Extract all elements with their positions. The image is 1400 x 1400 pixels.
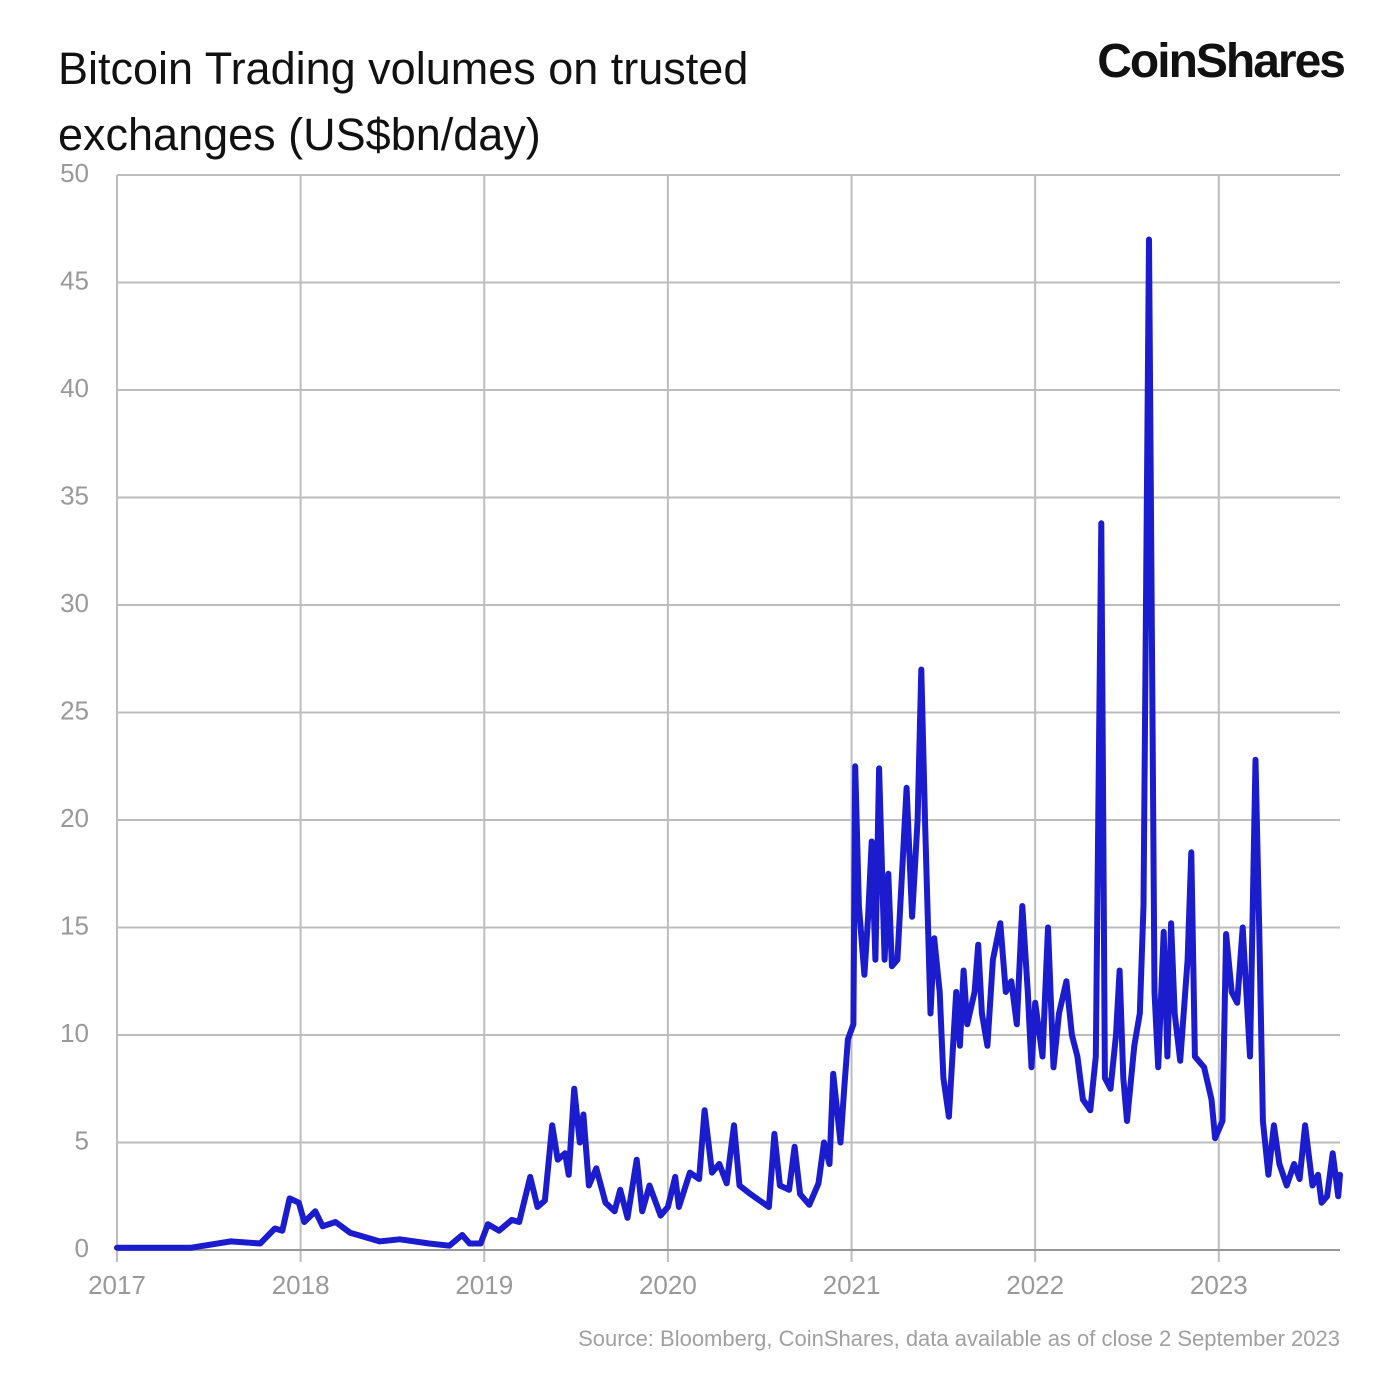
y-tick-label: 40 — [60, 373, 89, 403]
x-tick-label: 2023 — [1190, 1270, 1248, 1300]
x-tick-label: 2017 — [88, 1270, 146, 1300]
x-tick-label: 2021 — [823, 1270, 881, 1300]
y-tick-label: 30 — [60, 588, 89, 618]
chart: 0 5 10 15 20 25 30 35 40 45 50 2017 2018 2019 2020 2021… — [60, 158, 1343, 1300]
y-tick-label: 0 — [75, 1233, 89, 1263]
y-tick-label: 15 — [60, 910, 89, 940]
x-tick-label: 2018 — [272, 1270, 330, 1300]
y-tick-label: 45 — [60, 265, 89, 295]
y-tick-label: 50 — [60, 158, 89, 188]
x-tick-label: 2020 — [639, 1270, 697, 1300]
y-tick-label: 25 — [60, 695, 89, 725]
data-line — [114, 236, 1343, 1251]
y-tick-label: 20 — [60, 803, 89, 833]
source-note: Source: Bloomberg, CoinShares, data avai… — [578, 1326, 1340, 1351]
y-tick-label: 10 — [60, 1018, 89, 1048]
logo: CoinShares — [1097, 35, 1346, 88]
x-tick-label: 2022 — [1006, 1270, 1064, 1300]
y-tick-label: 5 — [75, 1125, 89, 1155]
x-tick-label: 2019 — [455, 1270, 513, 1300]
y-tick-label: 35 — [60, 480, 89, 510]
chart-title: Bitcoin Trading volumes on trusted excha… — [58, 43, 749, 160]
